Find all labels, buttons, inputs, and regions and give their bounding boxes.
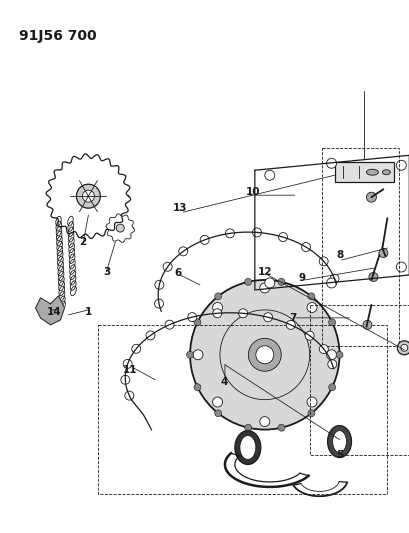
Circle shape: [186, 351, 193, 358]
Text: 5: 5: [335, 449, 342, 459]
Ellipse shape: [366, 169, 378, 175]
Circle shape: [244, 424, 251, 431]
Circle shape: [326, 350, 336, 360]
Circle shape: [76, 184, 100, 208]
Circle shape: [163, 262, 172, 271]
Circle shape: [396, 262, 405, 272]
Circle shape: [307, 410, 314, 417]
Circle shape: [378, 248, 387, 257]
Ellipse shape: [327, 425, 351, 457]
Circle shape: [264, 170, 274, 180]
Circle shape: [212, 303, 222, 312]
Circle shape: [328, 319, 335, 326]
Circle shape: [278, 232, 287, 241]
Circle shape: [263, 313, 272, 322]
Circle shape: [200, 236, 209, 244]
Text: 10: 10: [245, 187, 259, 197]
Text: 12: 12: [257, 267, 272, 277]
Text: 1: 1: [85, 307, 92, 317]
Circle shape: [335, 351, 342, 358]
Text: 13: 13: [173, 203, 187, 213]
Circle shape: [238, 309, 247, 318]
Circle shape: [212, 309, 221, 318]
Ellipse shape: [234, 431, 260, 464]
Circle shape: [255, 346, 273, 364]
Text: 2: 2: [79, 237, 86, 247]
Bar: [334, 162, 393, 182]
Circle shape: [319, 345, 328, 353]
Text: 7: 7: [288, 313, 296, 323]
Circle shape: [329, 274, 338, 283]
Circle shape: [155, 280, 164, 289]
Circle shape: [123, 359, 132, 368]
Text: 4: 4: [220, 377, 227, 387]
Circle shape: [306, 397, 316, 407]
Text: 8: 8: [335, 250, 342, 260]
Circle shape: [285, 320, 294, 329]
Circle shape: [327, 360, 336, 369]
Bar: [309, 305, 408, 455]
Text: 6: 6: [174, 268, 181, 278]
Circle shape: [146, 331, 155, 340]
Circle shape: [326, 278, 336, 288]
Circle shape: [131, 344, 140, 353]
Polygon shape: [36, 296, 64, 325]
Circle shape: [187, 313, 196, 321]
Circle shape: [248, 338, 281, 371]
Circle shape: [307, 293, 314, 300]
Circle shape: [193, 319, 200, 326]
Circle shape: [193, 384, 200, 391]
Circle shape: [124, 391, 133, 400]
Circle shape: [252, 228, 261, 237]
Ellipse shape: [239, 435, 255, 459]
Circle shape: [366, 192, 375, 202]
Bar: [321, 148, 398, 346]
Ellipse shape: [382, 169, 389, 175]
Circle shape: [277, 424, 284, 431]
Ellipse shape: [332, 431, 346, 453]
Circle shape: [304, 331, 313, 340]
Circle shape: [154, 299, 163, 308]
Text: 9: 9: [297, 273, 304, 283]
Text: 3: 3: [103, 267, 111, 277]
Circle shape: [306, 303, 316, 312]
Circle shape: [214, 293, 221, 300]
Circle shape: [121, 375, 130, 384]
Circle shape: [178, 247, 187, 256]
Circle shape: [244, 278, 251, 285]
Circle shape: [362, 320, 371, 329]
Circle shape: [396, 160, 405, 170]
Circle shape: [326, 158, 336, 168]
Circle shape: [165, 320, 173, 329]
Circle shape: [190, 280, 339, 430]
Circle shape: [214, 410, 221, 417]
Circle shape: [264, 278, 274, 288]
Circle shape: [212, 397, 222, 407]
Text: 14: 14: [47, 307, 62, 317]
Text: 11: 11: [123, 365, 137, 375]
Bar: [98, 325, 387, 495]
Circle shape: [400, 344, 407, 351]
Circle shape: [116, 224, 124, 232]
Circle shape: [82, 190, 94, 202]
Circle shape: [328, 384, 335, 391]
Text: 91J56 700: 91J56 700: [18, 29, 96, 43]
Circle shape: [225, 229, 234, 238]
Circle shape: [193, 350, 202, 360]
Circle shape: [368, 272, 377, 281]
Circle shape: [301, 243, 310, 252]
Circle shape: [259, 283, 269, 293]
Circle shape: [396, 341, 409, 355]
Circle shape: [319, 257, 327, 266]
Circle shape: [277, 278, 284, 285]
Circle shape: [259, 417, 269, 426]
